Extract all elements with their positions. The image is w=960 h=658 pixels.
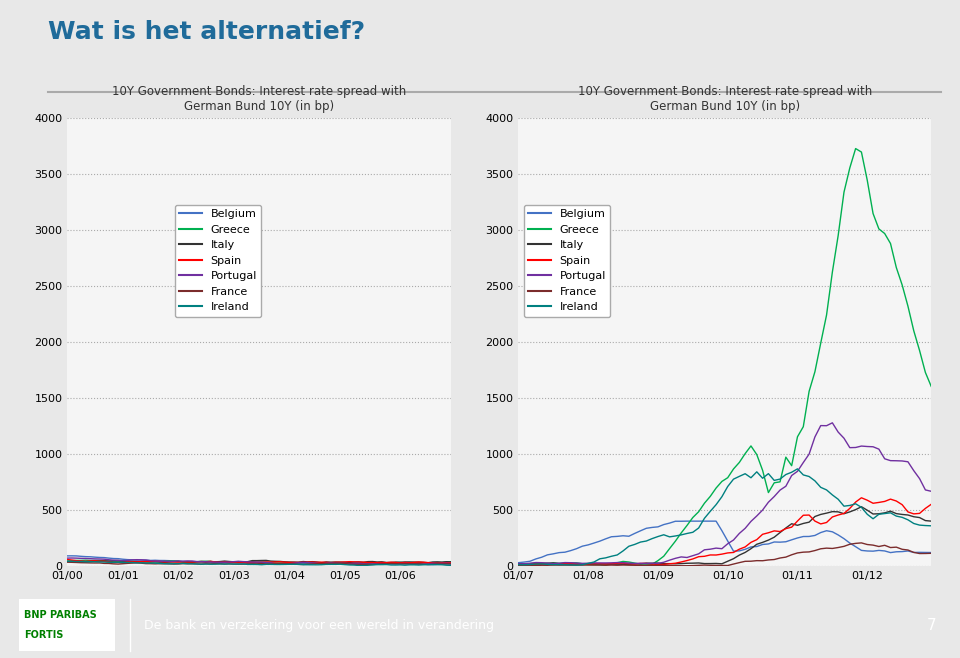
Legend: Belgium, Greece, Italy, Spain, Portugal, France, Ireland: Belgium, Greece, Italy, Spain, Portugal,… <box>524 205 611 316</box>
Legend: Belgium, Greece, Italy, Spain, Portugal, France, Ireland: Belgium, Greece, Italy, Spain, Portugal,… <box>175 205 261 316</box>
Text: FORTIS: FORTIS <box>24 630 63 640</box>
Text: Wat is het alternatief?: Wat is het alternatief? <box>48 20 365 43</box>
Title: 10Y Government Bonds: Interest rate spread with
German Bund 10Y (in bp): 10Y Government Bonds: Interest rate spre… <box>578 85 872 113</box>
Text: 7: 7 <box>926 618 936 632</box>
Bar <box>19 599 115 651</box>
Text: BNP PARIBAS: BNP PARIBAS <box>24 610 97 620</box>
Title: 10Y Government Bonds: Interest rate spread with
German Bund 10Y (in bp): 10Y Government Bonds: Interest rate spre… <box>112 85 406 113</box>
Text: De bank en verzekering voor een wereld in verandering: De bank en verzekering voor een wereld i… <box>144 619 494 632</box>
